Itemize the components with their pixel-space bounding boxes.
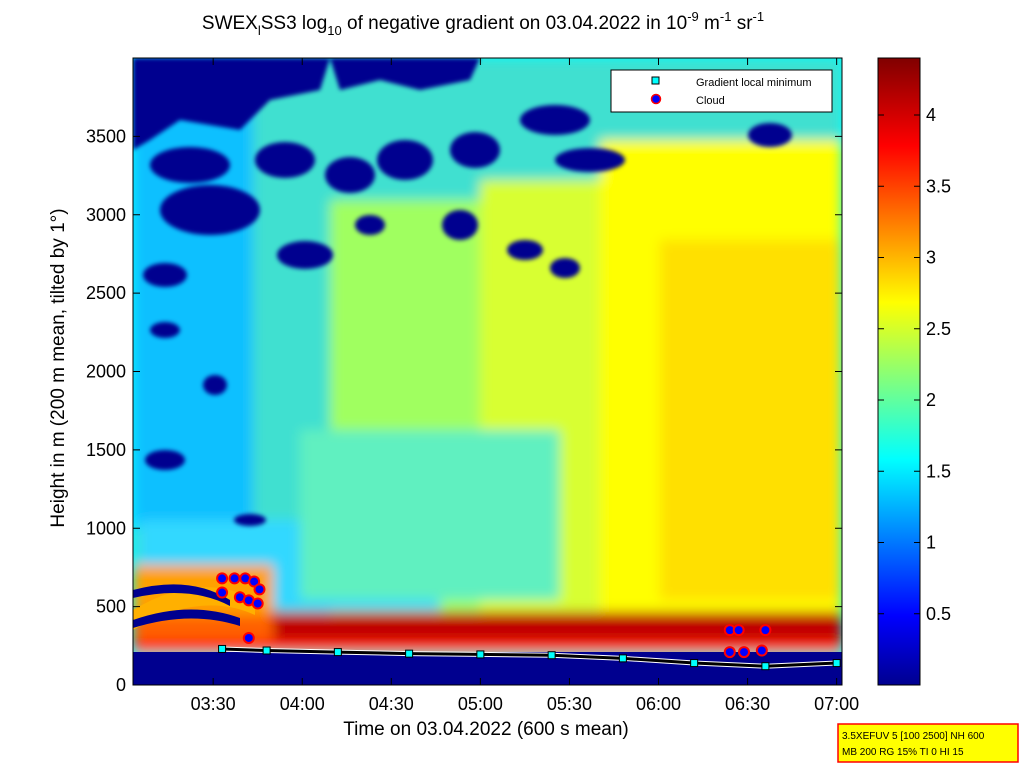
gradient-minimum-line [222,647,837,668]
cloud-marker-7 [253,583,266,596]
cloud-marker-8 [251,597,264,610]
y-tick-label-2: 1000 [86,518,126,538]
colorbar-tick-label-3: 2 [926,390,936,410]
x-tick-label-1: 04:00 [280,694,325,714]
x-tick-label-4: 05:30 [547,694,592,714]
y-tick-label-6: 3000 [86,205,126,225]
y-tick-label-5: 2500 [86,283,126,303]
colorbar-tick-label-2: 1.5 [926,461,951,481]
legend-label-cloud: Cloud [696,95,725,107]
legend-label-gradient-minimum: Gradient local minimum [696,77,812,89]
colorbar-tick-label-5: 3 [926,248,936,268]
colorbar [877,57,921,686]
colorbar-tick-label-7: 4 [926,105,936,125]
legend-box [610,69,833,113]
colorbar-tick-label-6: 3.5 [926,176,951,196]
cloud-marker-11 [732,624,745,637]
y-tick-label-0: 0 [116,675,126,695]
x-tick-label-7: 07:00 [814,694,859,714]
gradient-minimum-marker-7 [690,659,699,668]
y-tick-label-1: 500 [96,597,126,617]
cloud-marker-2 [228,572,241,585]
y-tick-label-3: 1500 [86,440,126,460]
cloud-marker-13 [723,646,736,659]
legend-marker-cloud [650,93,662,105]
legend: Gradient local minimum Cloud [610,69,833,113]
x-tick-label-6: 06:30 [725,694,770,714]
y-tick-label-4: 2000 [86,362,126,382]
colorbar-tick-label-0: 0.5 [926,604,951,624]
legend-marker-gradient-minimum [651,76,660,85]
cloud-marker-6 [248,575,261,588]
x-tick-label-2: 04:30 [369,694,414,714]
colorbar-tick-label-4: 2.5 [926,319,951,339]
x-axis-title: Time on 03.04.2022 (600 s mean) [343,719,629,740]
gradient-minimum-marker-0 [218,644,227,653]
gradient-minimum-marker-4 [476,650,485,659]
x-tick-label-5: 06:00 [636,694,681,714]
cloud-marker-1 [216,586,229,599]
y-axis-title: Height in m (200 m mean, tilted by 1°) [48,208,69,527]
info-line-2: MB 200 RG 15% TI 0 HI 15 [842,747,964,758]
y-axis: 0 500 1000 1500 2000 2500 3000 3500 [86,126,842,695]
info-box [837,723,1019,763]
heatmap-field [133,58,842,685]
cloud-marker-9 [242,631,255,644]
cloud-marker-0 [216,572,229,585]
gradient-minimum-marker-1 [262,646,271,655]
chart-title: SWEXlSS3 log10 of negative gradient on 0… [202,9,764,38]
colorbar-ticks: 0.5 1 1.5 2 2.5 3 3.5 4 [878,105,951,624]
gradient-minimum-marker-6 [618,654,627,663]
gradient-minimum-marker-9 [832,659,841,668]
info-line-1: 3.5XEFUV 5 [100 2500] NH 600 [842,731,985,742]
cloud-marker-14 [738,646,751,659]
x-tick-label-3: 05:00 [458,694,503,714]
x-axis: 03:30 04:00 04:30 05:00 05:30 06:00 06:30 07:00 [191,58,859,714]
x-tick-label-0: 03:30 [191,694,236,714]
cloud-marker-15 [755,644,768,657]
gradient-minimum-marker-8 [761,662,770,671]
colorbar-tick-label-1: 1 [926,533,936,553]
cloud-marker-12 [759,624,772,637]
gradient-minimum-marker-3 [405,649,414,658]
gradient-minimum-marker-5 [547,651,556,660]
y-tick-label-7: 3500 [86,126,126,146]
gradient-minimum-marker-2 [333,648,342,657]
